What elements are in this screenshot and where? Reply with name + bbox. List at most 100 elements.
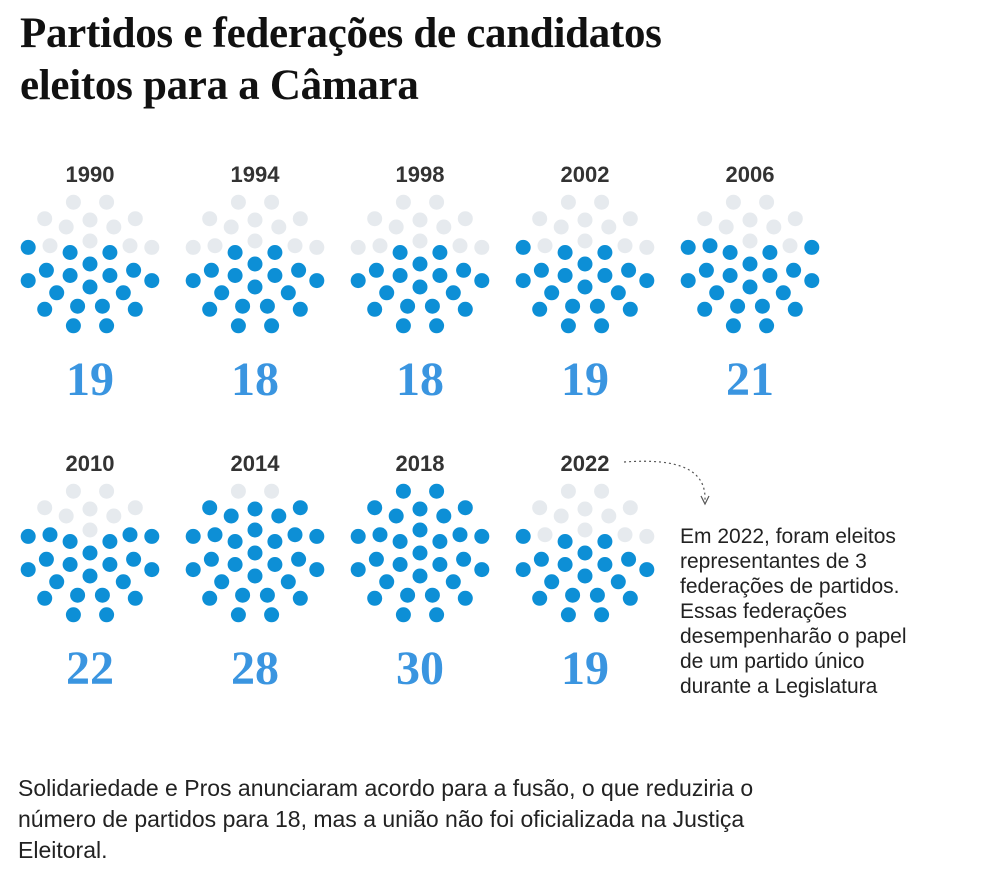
party-dot-filled bbox=[474, 528, 490, 544]
party-dot-filled bbox=[37, 301, 53, 317]
party-dot-filled bbox=[94, 298, 110, 314]
party-dot-filled bbox=[291, 262, 307, 278]
party-dot-empty bbox=[759, 194, 775, 210]
party-dot-filled bbox=[388, 508, 404, 524]
party-dot-filled bbox=[610, 574, 626, 590]
party-dot-filled bbox=[227, 534, 243, 549]
party-dot-filled bbox=[247, 568, 263, 584]
annotation-line: de um partido único bbox=[680, 650, 865, 673]
party-dot-filled bbox=[37, 590, 53, 606]
party-count-value: 19 bbox=[66, 353, 114, 406]
panel-2006: 2006 21 bbox=[680, 158, 820, 418]
party-dot-filled bbox=[775, 285, 791, 301]
panel-1994: 1994 18 bbox=[185, 158, 325, 418]
party-dot-filled bbox=[786, 262, 802, 278]
party-dot-filled bbox=[698, 262, 714, 278]
year-label: 2010 bbox=[65, 451, 115, 476]
party-dot-filled bbox=[42, 527, 58, 543]
party-dot-empty bbox=[144, 239, 160, 255]
party-dot-filled bbox=[557, 268, 573, 283]
party-dot-empty bbox=[532, 211, 548, 227]
party-dot-empty bbox=[742, 212, 758, 228]
party-dot-filled bbox=[565, 587, 581, 603]
party-dot-empty bbox=[37, 211, 53, 227]
party-dot-filled bbox=[292, 500, 308, 516]
dot-grid bbox=[20, 483, 160, 623]
annotation-connector-line bbox=[623, 460, 706, 501]
party-dot-filled bbox=[424, 587, 440, 603]
party-dot-filled bbox=[70, 298, 86, 314]
party-dot-filled bbox=[309, 562, 325, 578]
party-dot-filled bbox=[49, 285, 65, 301]
party-dot-empty bbox=[230, 194, 246, 210]
party-count-value: 19 bbox=[561, 353, 609, 406]
party-dot-filled bbox=[533, 551, 549, 567]
party-dot-filled bbox=[202, 590, 218, 606]
annotation-line: Essas federações bbox=[680, 600, 847, 623]
party-dot-empty bbox=[99, 194, 115, 210]
party-dot-filled bbox=[202, 500, 218, 516]
party-dot-empty bbox=[287, 238, 303, 254]
party-dot-filled bbox=[115, 285, 131, 301]
party-dot-filled bbox=[144, 562, 160, 578]
party-dot-filled bbox=[127, 301, 143, 317]
party-dot-empty bbox=[271, 219, 287, 235]
party-dot-filled bbox=[429, 318, 445, 334]
party-dot-empty bbox=[37, 500, 53, 516]
party-dot-filled bbox=[267, 268, 283, 283]
party-dot-filled bbox=[577, 256, 593, 272]
party-dot-filled bbox=[247, 545, 263, 561]
party-dot-filled bbox=[102, 557, 118, 572]
party-dot-filled bbox=[368, 551, 384, 567]
party-dot-filled bbox=[247, 279, 263, 295]
dot-grid bbox=[350, 194, 490, 334]
party-dot-filled bbox=[762, 245, 778, 260]
year-label: 2022 bbox=[560, 451, 610, 476]
party-count-value: 22 bbox=[66, 642, 114, 695]
party-dot-filled bbox=[412, 256, 428, 272]
party-dot-filled bbox=[544, 574, 560, 590]
party-dot-filled bbox=[392, 268, 408, 283]
panel-2002: 2002 19 bbox=[515, 158, 655, 418]
party-dot-filled bbox=[62, 534, 78, 549]
party-dot-empty bbox=[639, 528, 655, 544]
party-dot-empty bbox=[560, 194, 576, 210]
party-dot-filled bbox=[412, 522, 428, 538]
party-dot-filled bbox=[20, 239, 36, 255]
party-dot-empty bbox=[42, 238, 58, 254]
party-count-value: 19 bbox=[561, 642, 609, 695]
party-dot-filled bbox=[557, 534, 573, 549]
party-dot-empty bbox=[537, 527, 553, 543]
party-dot-filled bbox=[515, 562, 531, 578]
panel-1990: 1990 19 bbox=[20, 158, 160, 418]
party-dot-filled bbox=[247, 501, 263, 517]
dot-grid bbox=[680, 194, 820, 334]
party-dot-empty bbox=[718, 219, 734, 235]
party-dot-filled bbox=[742, 256, 758, 272]
footnote-line: Eleitoral. bbox=[18, 837, 108, 863]
party-dot-filled bbox=[309, 273, 325, 289]
party-dot-empty bbox=[350, 239, 366, 255]
annotation-line: durante a Legislatura bbox=[680, 675, 878, 698]
party-dot-empty bbox=[560, 483, 576, 499]
party-dot-filled bbox=[597, 268, 613, 283]
panel-1998: 1998 18 bbox=[350, 158, 490, 418]
party-dot-filled bbox=[610, 285, 626, 301]
party-dot-empty bbox=[553, 508, 569, 524]
party-dot-filled bbox=[515, 528, 531, 544]
party-dot-empty bbox=[782, 238, 798, 254]
panel-2010: 2010 22 bbox=[20, 447, 160, 707]
party-dot-empty bbox=[577, 212, 593, 228]
party-dot-filled bbox=[214, 574, 230, 590]
party-dot-filled bbox=[754, 298, 770, 314]
party-dot-filled bbox=[474, 562, 490, 578]
party-dot-filled bbox=[622, 301, 638, 317]
party-dot-filled bbox=[445, 285, 461, 301]
party-dot-filled bbox=[38, 262, 54, 278]
party-dot-empty bbox=[122, 238, 138, 254]
party-dot-filled bbox=[247, 256, 263, 272]
party-dot-empty bbox=[697, 211, 713, 227]
party-dot-empty bbox=[474, 239, 490, 255]
party-dot-filled bbox=[259, 587, 275, 603]
